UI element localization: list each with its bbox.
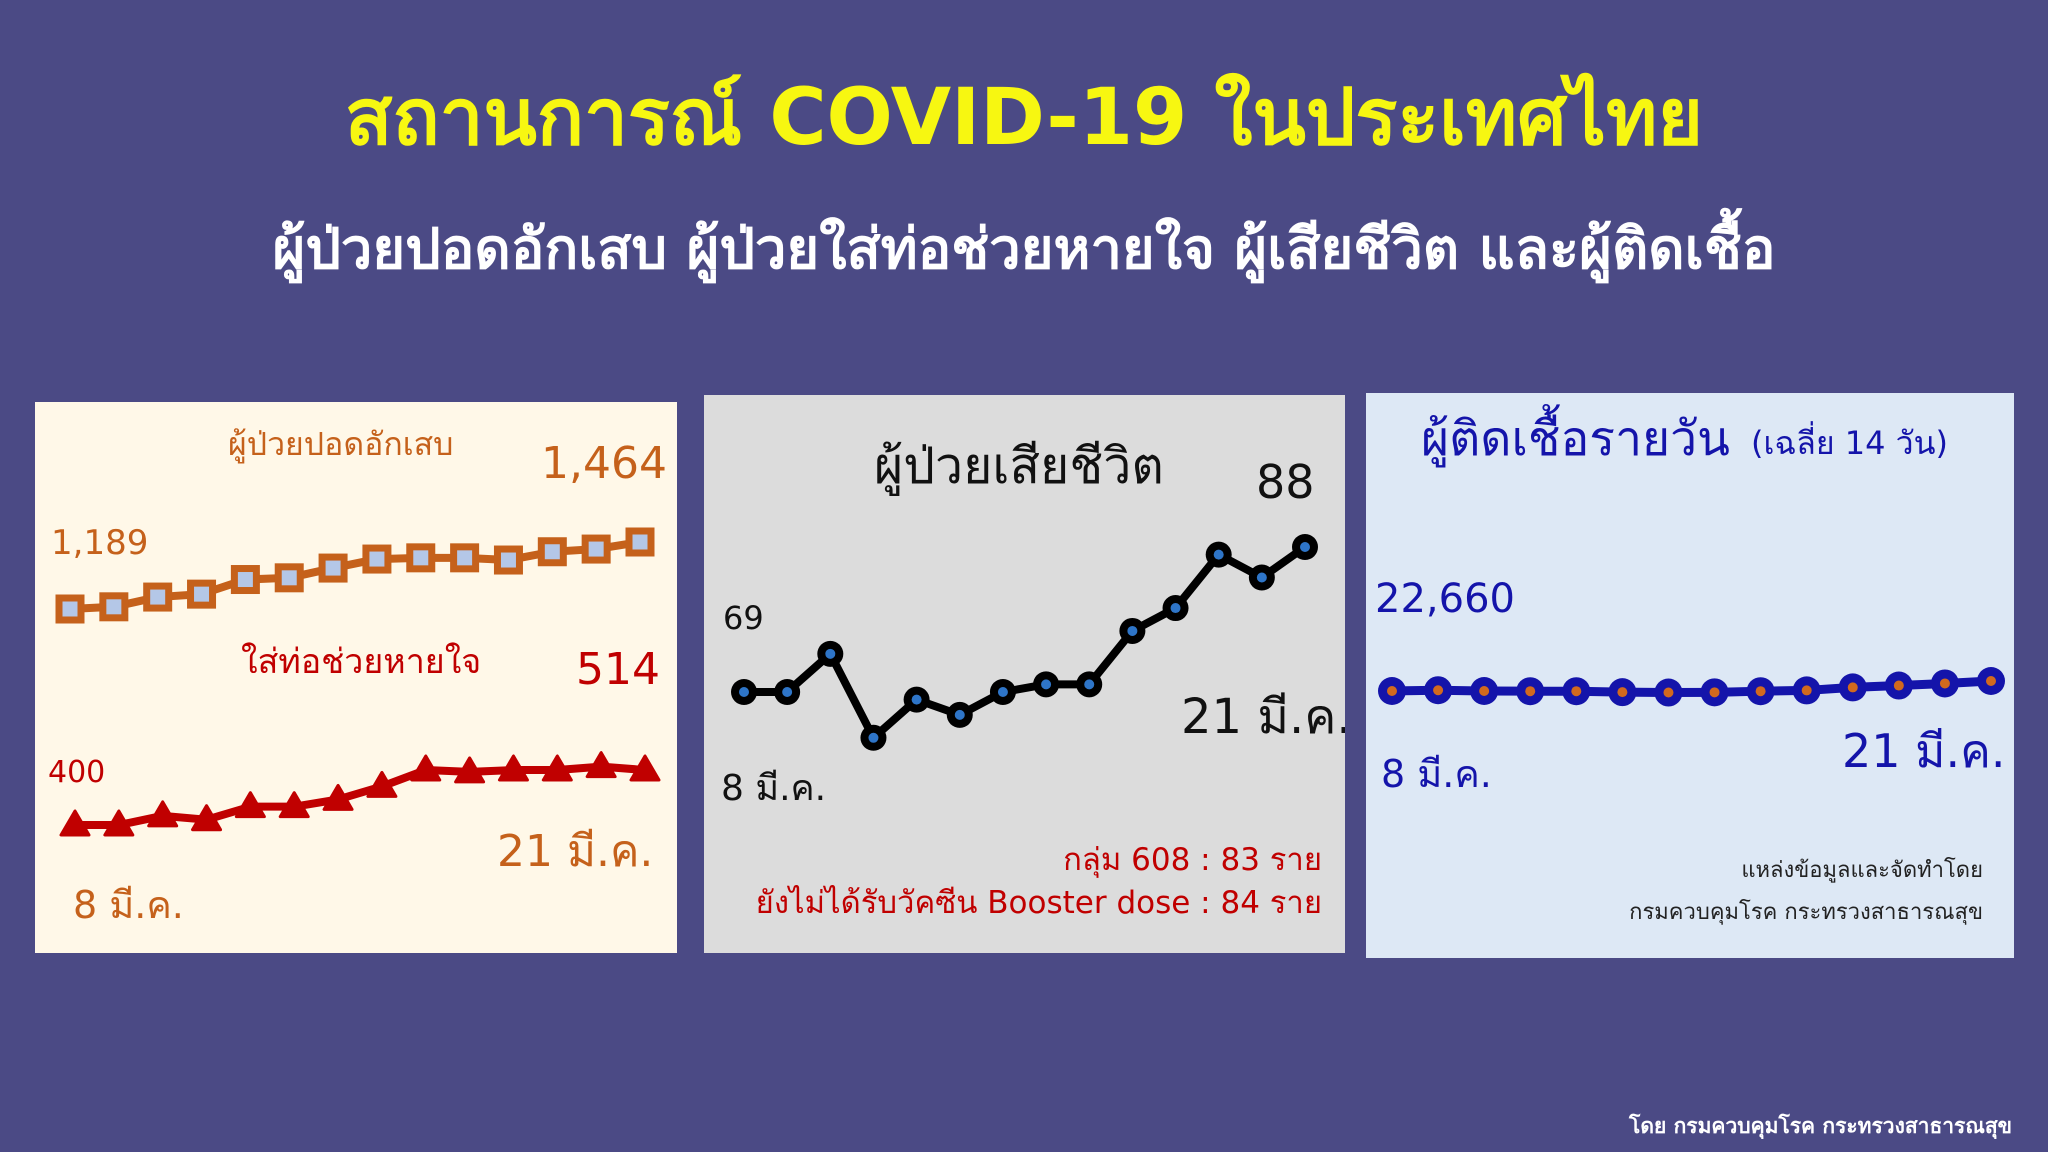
pneumonia-point (450, 543, 480, 573)
pneumonia-point (230, 565, 260, 595)
pneumonia-ventilator-panel: ผู้ป่วยปอดอักเสบ 1,464 1,189 ใส่ท่อช่วยห… (35, 402, 677, 953)
deaths-end-value: 88 (1256, 455, 1315, 509)
deaths-point-center (782, 687, 793, 697)
deaths-point-center (1300, 542, 1310, 552)
booster-note: ยังไม่ได้รับวัคซีน Booster dose : 84 ราย (755, 885, 1322, 921)
end-date-label: 21 มี.ค. (497, 826, 654, 877)
ventilator-point (454, 756, 486, 784)
deaths-point-center (1084, 679, 1095, 690)
deaths-title: ผู้ป่วยเสียชีวิต (874, 437, 1164, 495)
ventilator-point (497, 754, 529, 782)
pneumonia-point (318, 553, 348, 583)
source-line-2: กรมควบคุมโรค กระทรวงสาธารณสุข (1629, 900, 1983, 925)
infections-point-center (1847, 682, 1858, 693)
ventilator-point (59, 809, 91, 837)
page-title: สถานการณ์ COVID-19 ในประเทศไทย (344, 73, 1704, 163)
infections-point-center (1617, 687, 1628, 698)
pneumonia-end-value: 1,464 (541, 438, 667, 489)
infections-title: ผู้ติดเชื้อรายวัน (1421, 411, 1730, 467)
group-608-note: กลุ่ม 608 : 83 ราย (1063, 842, 1322, 878)
infections-point-center (1663, 687, 1674, 698)
ventilator-point (103, 809, 135, 837)
deaths-point-center (1213, 549, 1224, 560)
pneumonia-point (274, 563, 304, 593)
pneumonia-ventilator-chart (55, 527, 661, 837)
ventilator-series-label: ใส่ท่อช่วยหายใจ (241, 642, 482, 682)
deaths-point-center (1041, 679, 1052, 690)
ventilator-point (585, 751, 617, 779)
ventilator-point (191, 804, 223, 832)
deaths-point-center (997, 687, 1008, 697)
pneumonia-point (406, 543, 436, 573)
start-date-label: 8 มี.ค. (721, 768, 827, 809)
infections-point-center (1387, 686, 1397, 696)
infections-point-center (1571, 686, 1582, 697)
infections-point-center (1525, 686, 1536, 697)
deaths-point-center (1256, 572, 1267, 583)
ventilator-point (234, 791, 266, 819)
pneumonia-point (581, 534, 611, 564)
deaths-chart (731, 534, 1318, 751)
deaths-point-center (1127, 625, 1138, 636)
pneumonia-point (99, 592, 129, 622)
daily-infections-panel: ผู้ติดเชื้อรายวัน (เฉลี่ย 14 วัน) 22,660… (1366, 393, 2014, 958)
infections-title-note: (เฉลี่ย 14 วัน) (1751, 424, 1948, 462)
footer-credit: โดย กรมควบคุมโรค กระทรวงสาธารณสุข (1629, 1114, 2012, 1138)
pneumonia-point (362, 544, 392, 574)
infections-point-center (1433, 685, 1444, 696)
daily-infections-chart (1378, 667, 2005, 707)
start-date-label: 8 มี.ค. (1381, 752, 1492, 796)
ventilator-point (366, 770, 398, 798)
infections-point-center (1939, 678, 1950, 689)
pneumonia-point (55, 594, 85, 624)
ventilator-point (541, 754, 573, 782)
deaths-panel: ผู้ป่วยเสียชีวิต 88 69 21 มี.ค. 8 มี.ค. … (704, 395, 1345, 953)
deaths-point-center (825, 648, 836, 659)
deaths-point-center (954, 709, 965, 720)
infections-point-center (1801, 685, 1812, 696)
infections-point-center (1893, 680, 1904, 691)
end-date-label: 21 มี.ค. (1842, 724, 2006, 778)
ventilator-point (410, 754, 442, 782)
infections-start-value: 22,660 (1375, 576, 1515, 622)
pneumonia-point (143, 582, 173, 612)
infections-point-center (1986, 676, 1996, 686)
ventilator-point (629, 754, 661, 782)
start-date-label: 8 มี.ค. (73, 883, 184, 927)
ventilator-end-value: 514 (576, 644, 660, 695)
deaths-point-center (911, 694, 922, 705)
infections-point-center (1709, 687, 1720, 698)
ventilator-start-value: 400 (48, 755, 106, 790)
ventilator-point (322, 783, 354, 811)
pneumonia-point (537, 537, 567, 567)
end-date-label: 21 มี.ค. (1181, 689, 1345, 745)
pneumonia-series-label: ผู้ป่วยปอดอักเสบ (228, 425, 454, 463)
ventilator-point (147, 800, 179, 828)
infections-point-center (1755, 686, 1766, 697)
pneumonia-point (625, 527, 655, 557)
page-subtitle: ผู้ป่วยปอดอักเสบ ผู้ป่วยใส่ท่อช่วยหายใจ … (272, 217, 1776, 282)
deaths-point-center (868, 732, 879, 743)
deaths-point-center (1170, 603, 1181, 614)
deaths-start-value: 69 (723, 599, 764, 637)
source-line-1: แหล่งข้อมูลและจัดทำโดย (1741, 858, 1983, 883)
pneumonia-point (187, 579, 217, 609)
deaths-point-center (739, 687, 749, 697)
pneumonia-start-value: 1,189 (51, 523, 149, 563)
infections-point-center (1479, 686, 1490, 696)
ventilator-point (278, 791, 310, 819)
pneumonia-point (493, 545, 523, 575)
